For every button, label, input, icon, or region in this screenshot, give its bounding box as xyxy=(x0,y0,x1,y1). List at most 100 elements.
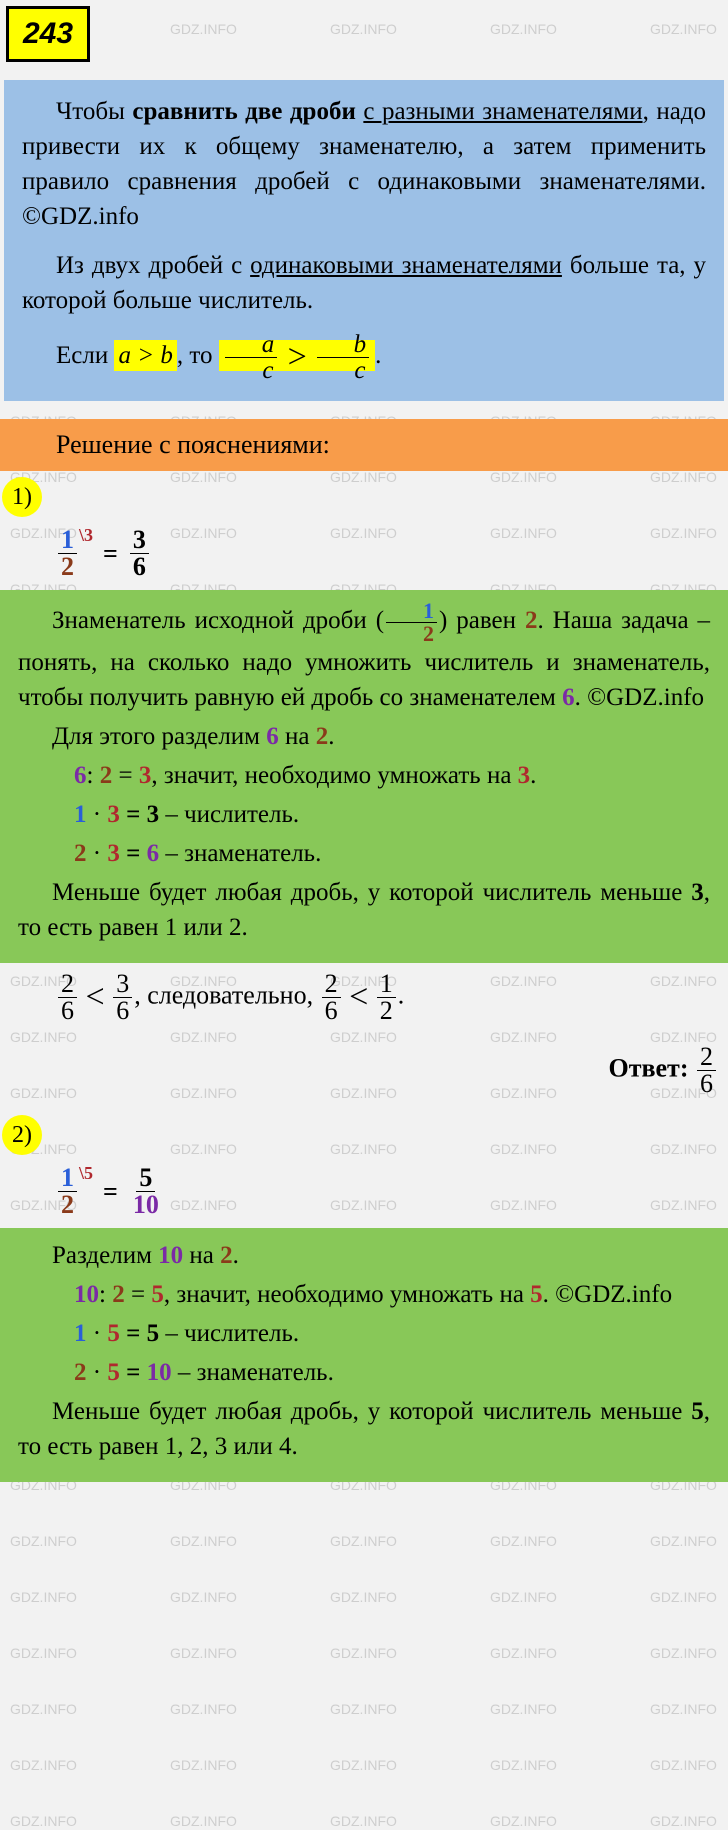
theory-p1: Чтобы сравнить две дроби с разными знаме… xyxy=(22,94,706,234)
text: Знаменатель исходной дроби ( xyxy=(52,608,384,635)
numerator: 1 xyxy=(58,527,77,554)
operator: < xyxy=(86,979,105,1016)
text-line: Меньше будет любая дробь, у которой числ… xyxy=(18,875,710,945)
denominator: c xyxy=(225,358,276,383)
value: 5 xyxy=(691,1398,704,1425)
value: 5 xyxy=(530,1281,543,1308)
part-1-explanation: Знаменатель исходной дроби (12) равен 2.… xyxy=(0,590,728,963)
denominator: 6 xyxy=(113,998,132,1024)
denominator: 6 xyxy=(130,554,149,580)
text: · xyxy=(87,801,108,828)
solution-header: Решение с пояснениями: xyxy=(0,419,728,471)
text: . xyxy=(398,981,405,1010)
denominator: 6 xyxy=(322,998,341,1024)
numerator: 2 xyxy=(322,971,341,998)
numerator: 1 xyxy=(58,1165,77,1192)
value: 2 xyxy=(100,762,113,789)
value: 3 xyxy=(139,762,152,789)
text-line: Меньше будет любая дробь, у которой числ… xyxy=(18,1394,710,1464)
text: ) равен xyxy=(439,608,525,635)
value: 1 xyxy=(74,801,87,828)
numerator: 2 xyxy=(58,971,77,998)
text-line: 10: 2 = 5, значит, необходимо умножать н… xyxy=(18,1277,710,1312)
text: · xyxy=(87,1320,108,1347)
answer-label: Ответ: xyxy=(608,1054,695,1083)
denominator: 2 xyxy=(58,554,77,580)
text: – числитель. xyxy=(159,1320,299,1347)
highlight: a > b xyxy=(114,340,176,371)
text: на xyxy=(183,1242,220,1269)
text: – числитель. xyxy=(159,801,299,828)
text: · xyxy=(87,1359,108,1386)
text: , то xyxy=(177,342,219,369)
text: . xyxy=(375,342,381,369)
text: Меньше будет любая дробь, у которой числ… xyxy=(52,879,691,906)
highlight-fraction: ac > bc xyxy=(219,340,375,371)
text: = xyxy=(120,840,147,867)
fraction: 12 xyxy=(377,971,396,1024)
numerator: 3 xyxy=(130,527,149,554)
text: . xyxy=(530,762,536,789)
text-line: Знаменатель исходной дроби (12) равен 2.… xyxy=(18,600,710,715)
text: . xyxy=(328,723,334,750)
text: Разделим xyxy=(52,1242,158,1269)
problem-number-badge: 243 xyxy=(6,6,90,62)
text-underline: одинаковыми знаменателями xyxy=(250,252,562,279)
text: . ©GDZ.info xyxy=(575,684,704,711)
part-1-label: 1) xyxy=(2,477,42,517)
value: 5 xyxy=(147,1320,160,1347)
value: 3 xyxy=(518,762,531,789)
fraction: 26 xyxy=(58,971,77,1024)
denominator: 6 xyxy=(58,998,77,1024)
text: Если xyxy=(56,342,114,369)
value: 6 xyxy=(266,723,279,750)
fraction: 12 xyxy=(58,1165,77,1218)
text: , следовательно, xyxy=(134,981,319,1010)
text: – знаменатель. xyxy=(159,840,321,867)
value: 6 xyxy=(562,684,575,711)
text-line: 2 · 3 = 6 – знаменатель. xyxy=(18,836,710,871)
value: 5 xyxy=(107,1359,120,1386)
text: Меньше будет любая дробь, у которой числ… xyxy=(52,1398,691,1425)
value: 3 xyxy=(147,801,160,828)
value: 3 xyxy=(107,840,120,867)
numerator: b xyxy=(317,332,370,358)
text: · xyxy=(87,840,108,867)
part-1-equation: 12 \3 = 36 xyxy=(0,521,728,590)
text: : xyxy=(99,1281,112,1308)
text: = xyxy=(125,1281,152,1308)
text: Из двух дробей с xyxy=(56,252,250,279)
text: , значит, необходимо умножать на xyxy=(151,762,517,789)
part-2-label: 2) xyxy=(2,1115,42,1155)
fraction: 36 xyxy=(113,971,132,1024)
fraction: 26 xyxy=(697,1044,716,1097)
text: , значит, необходимо умножать на xyxy=(164,1281,530,1308)
text-line: Для этого разделим 6 на 2. xyxy=(18,719,710,754)
text: . xyxy=(233,1242,239,1269)
theory-box: Чтобы сравнить две дроби с разными знаме… xyxy=(4,80,724,401)
text: Для этого разделим xyxy=(52,723,266,750)
text-bold: сравнить две дроби xyxy=(132,98,356,125)
text: . ©GDZ.info xyxy=(543,1281,672,1308)
part-1-answer: Ответ: 26 xyxy=(0,1032,728,1109)
text-line: 2 · 5 = 10 – знаменатель. xyxy=(18,1355,710,1390)
fraction: 12 xyxy=(58,527,77,580)
text: – знаменатель. xyxy=(172,1359,334,1386)
text-line: 1 · 5 = 5 – числитель. xyxy=(18,1316,710,1351)
text: на xyxy=(279,723,316,750)
numerator: 3 xyxy=(113,971,132,998)
numerator: 5 xyxy=(136,1165,155,1192)
part-2-explanation: Разделим 10 на 2. 10: 2 = 5, значит, нео… xyxy=(0,1228,728,1482)
operator: > xyxy=(285,339,308,376)
equals-sign: = xyxy=(103,536,118,572)
value: 5 xyxy=(107,1320,120,1347)
numerator: 1 xyxy=(386,600,437,623)
text: = xyxy=(112,762,139,789)
text-line: 1 · 3 = 3 – числитель. xyxy=(18,797,710,832)
part-2-equation: 12 \5 = 510 xyxy=(0,1159,728,1228)
value: 2 xyxy=(316,723,329,750)
fraction: 36 xyxy=(130,527,149,580)
text-line: Разделим 10 на 2. xyxy=(18,1238,710,1273)
value: 10 xyxy=(158,1242,183,1269)
text: Чтобы xyxy=(56,98,132,125)
